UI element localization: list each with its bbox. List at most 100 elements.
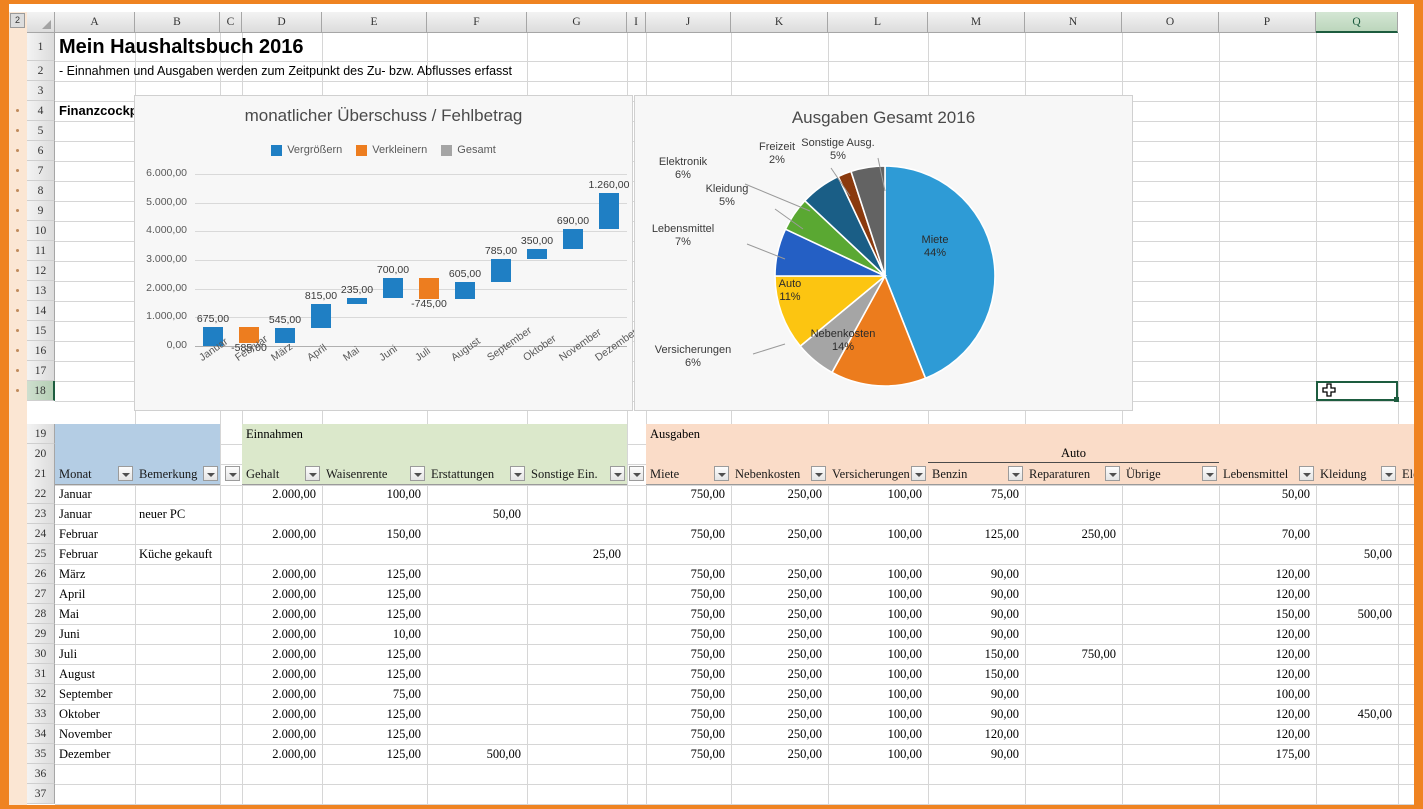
table-header-waisenrente[interactable]: Waisenrente (322, 463, 427, 485)
column-header-q[interactable]: Q (1316, 12, 1398, 33)
row-header-18[interactable]: 18 (27, 381, 55, 401)
filter-dropdown-k[interactable] (811, 466, 826, 481)
filter-dropdown-n[interactable] (1105, 466, 1120, 481)
cell-miete-24[interactable]: 750,00 (690, 527, 725, 541)
filter-dropdown-m[interactable] (1008, 466, 1023, 481)
pie-slice[interactable] (849, 165, 886, 277)
cell-bemerkung-23[interactable]: neuer PC (139, 507, 186, 521)
column-header-o[interactable]: O (1122, 12, 1219, 33)
cell-benzin-27[interactable]: 90,00 (990, 587, 1019, 601)
row-header-25[interactable]: 25 (27, 544, 55, 564)
cell-miete-35[interactable]: 750,00 (690, 747, 725, 761)
table-header-versicherungen[interactable]: Versicherungen (828, 463, 928, 485)
cell-lebensmittel-31[interactable]: 120,00 (1275, 667, 1310, 681)
waterfall-chart[interactable]: monatlicher Überschuss / Fehlbetrag Verg… (134, 95, 640, 411)
row-header-35[interactable]: 35 (27, 744, 55, 764)
row-header-19[interactable]: 19 (27, 424, 55, 444)
row-header-5[interactable]: 5 (27, 121, 55, 141)
row-header-30[interactable]: 30 (27, 644, 55, 664)
cell-versicherungen-35[interactable]: 100,00 (887, 747, 922, 761)
cell-miete-29[interactable]: 750,00 (690, 627, 725, 641)
row-header-36[interactable]: 36 (27, 764, 55, 784)
row-header-7[interactable]: 7 (27, 161, 55, 181)
row-header-34[interactable]: 34 (27, 724, 55, 744)
cell-lebensmittel-24[interactable]: 70,00 (1281, 527, 1310, 541)
cell-versicherungen-33[interactable]: 100,00 (887, 707, 922, 721)
waterfall-bar[interactable] (599, 193, 619, 230)
waterfall-bar[interactable] (455, 281, 475, 299)
row-header-1[interactable]: 1 (27, 33, 55, 61)
pie-slice[interactable] (884, 165, 996, 380)
row-header-28[interactable]: 28 (27, 604, 55, 624)
cell-miete-26[interactable]: 750,00 (690, 567, 725, 581)
cell-monat-26[interactable]: März (59, 567, 86, 581)
filter-dropdown-p[interactable] (1299, 466, 1314, 481)
cell-waisenrente-27[interactable]: 125,00 (386, 587, 421, 601)
cell-waisenrente-35[interactable]: 125,00 (386, 747, 421, 761)
column-header-n[interactable]: N (1025, 12, 1122, 33)
table-header-bemerkung[interactable]: Bemerkung (135, 463, 220, 485)
row-header-15[interactable]: 15 (27, 321, 55, 341)
column-header-e[interactable]: E (322, 12, 427, 33)
cell-waisenrente-28[interactable]: 125,00 (386, 607, 421, 621)
column-header-k[interactable]: K (731, 12, 828, 33)
row-header-32[interactable]: 32 (27, 684, 55, 704)
cell-lebensmittel-27[interactable]: 120,00 (1275, 587, 1310, 601)
row-header-11[interactable]: 11 (27, 241, 55, 261)
cell-gehalt-22[interactable]: 2.000,00 (272, 487, 316, 501)
waterfall-bar[interactable] (527, 249, 547, 260)
cell-gehalt-24[interactable]: 2.000,00 (272, 527, 316, 541)
column-header-d[interactable]: D (242, 12, 322, 33)
cell-versicherungen-34[interactable]: 100,00 (887, 727, 922, 741)
cell-miete-22[interactable]: 750,00 (690, 487, 725, 501)
cell-nebenkosten-30[interactable]: 250,00 (787, 647, 822, 661)
row-header-14[interactable]: 14 (27, 301, 55, 321)
cell-nebenkosten-27[interactable]: 250,00 (787, 587, 822, 601)
cell-benzin-34[interactable]: 120,00 (984, 727, 1019, 741)
cell-monat-23[interactable]: Januar (59, 507, 92, 521)
cell-monat-24[interactable]: Februar (59, 527, 98, 541)
cell-monat-25[interactable]: Februar (59, 547, 98, 561)
pie-slice[interactable] (774, 275, 888, 348)
cell-monat-32[interactable]: September (59, 687, 113, 701)
waterfall-bar[interactable] (563, 229, 583, 250)
row-header-16[interactable]: 16 (27, 341, 55, 361)
table-header-lebensmittel[interactable]: Lebensmittel (1219, 463, 1316, 485)
cell-kleidung-28[interactable]: 500,00 (1357, 607, 1392, 621)
column-header-l[interactable]: L (828, 12, 928, 33)
waterfall-bar[interactable] (347, 297, 367, 305)
pie-slice[interactable] (830, 274, 927, 387)
cell-lebensmittel-34[interactable]: 120,00 (1275, 727, 1310, 741)
cell-waisenrente-22[interactable]: 100,00 (386, 487, 421, 501)
cell-nebenkosten-31[interactable]: 250,00 (787, 667, 822, 681)
cell-versicherungen-24[interactable]: 100,00 (887, 527, 922, 541)
cell-benzin-30[interactable]: 150,00 (984, 647, 1019, 661)
cell-sonstige-25[interactable]: 25,00 (592, 547, 621, 561)
row-header-31[interactable]: 31 (27, 664, 55, 684)
cell-benzin-31[interactable]: 150,00 (984, 667, 1019, 681)
cell-monat-34[interactable]: November (59, 727, 112, 741)
row-header-29[interactable]: 29 (27, 624, 55, 644)
column-header-f[interactable]: F (427, 12, 527, 33)
column-header-c[interactable]: C (220, 12, 242, 33)
cell-kleidung-25[interactable]: 50,00 (1363, 547, 1392, 561)
cell-lebensmittel-29[interactable]: 120,00 (1275, 627, 1310, 641)
cell-reparaturen-24[interactable]: 250,00 (1081, 527, 1116, 541)
row-header-6[interactable]: 6 (27, 141, 55, 161)
cell-miete-32[interactable]: 750,00 (690, 687, 725, 701)
table-header-reparaturen[interactable]: Reparaturen (1025, 463, 1122, 485)
cell-versicherungen-32[interactable]: 100,00 (887, 687, 922, 701)
table-header-miete[interactable]: Miete (646, 463, 731, 485)
cell-benzin-33[interactable]: 90,00 (990, 707, 1019, 721)
cell-monat-30[interactable]: Juli (59, 647, 78, 661)
column-header-g[interactable]: G (527, 12, 627, 33)
column-header-m[interactable]: M (928, 12, 1025, 33)
cell-reparaturen-30[interactable]: 750,00 (1081, 647, 1116, 661)
cell-gehalt-26[interactable]: 2.000,00 (272, 567, 316, 581)
filter-dropdown-f[interactable] (510, 466, 525, 481)
cell-gehalt-27[interactable]: 2.000,00 (272, 587, 316, 601)
cell-nebenkosten-32[interactable]: 250,00 (787, 687, 822, 701)
row-header-20[interactable]: 20 (27, 444, 55, 464)
row-header-22[interactable]: 22 (27, 484, 55, 504)
cell-nebenkosten-29[interactable]: 250,00 (787, 627, 822, 641)
